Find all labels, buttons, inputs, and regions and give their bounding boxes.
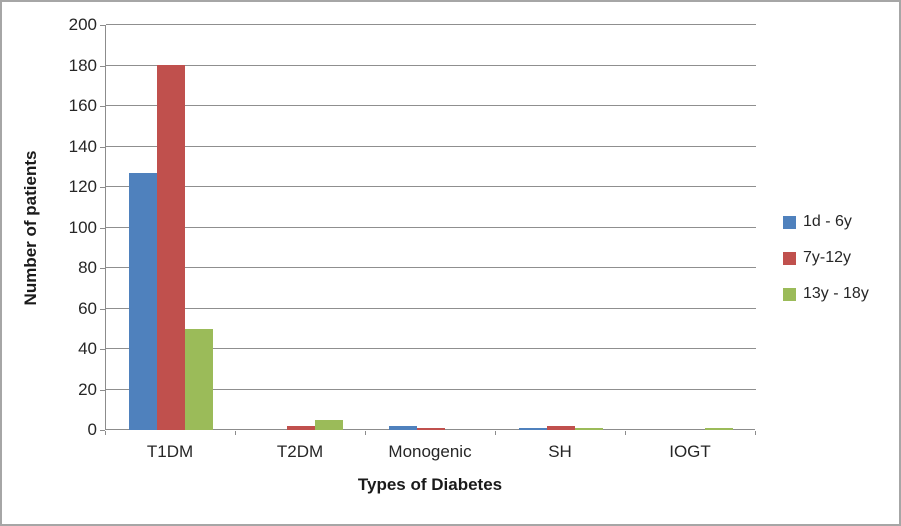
x-tick-mark [105, 431, 106, 435]
bar [547, 426, 575, 430]
x-tick-label: T2DM [276, 442, 324, 461]
bar [287, 426, 315, 430]
y-tick-mark [100, 389, 105, 391]
bar [315, 420, 343, 430]
y-tick-label: 40 [78, 339, 97, 358]
x-tick-mark [235, 431, 236, 435]
gridline [106, 307, 756, 309]
y-tick-mark [100, 227, 105, 229]
y-tick-mark [100, 187, 105, 188]
y-tick-mark [100, 430, 105, 431]
gridline [106, 267, 756, 268]
y-tick-label: 180 [68, 55, 97, 75]
bar [519, 428, 547, 430]
bar [157, 65, 185, 430]
gridline [106, 388, 756, 390]
y-tick-mark [100, 65, 105, 67]
legend-item: 13y - 18y [783, 285, 869, 303]
gridline [106, 186, 756, 187]
legend-swatch [783, 215, 796, 229]
gridline [106, 226, 756, 228]
bar [417, 428, 445, 430]
legend: 1d - 6y 7y-12y 13y - 18y [783, 213, 869, 303]
y-tick-label: 200 [68, 15, 97, 34]
plot-area [105, 24, 756, 430]
gridline [106, 24, 756, 25]
legend-label: 7y-12y [803, 249, 852, 266]
x-tick-mark [755, 431, 756, 435]
y-tick-mark [100, 106, 105, 107]
x-tick-mark [495, 431, 496, 435]
y-tick-mark [100, 308, 105, 310]
x-tick-mark [625, 431, 626, 435]
legend-item: 1d - 6y [783, 213, 869, 231]
bar [705, 428, 733, 430]
x-tick-label: T1DM [146, 442, 194, 461]
bar [129, 173, 157, 430]
bar [575, 428, 603, 430]
y-tick-mark [100, 268, 105, 269]
gridline [106, 145, 756, 147]
x-tick-mark [365, 431, 366, 435]
bar [389, 426, 417, 430]
x-tick-label: SH [548, 442, 572, 461]
legend-item: 7y-12y [783, 249, 869, 267]
legend-label: 1d - 6y [803, 213, 852, 230]
legend-label: 13y - 18y [803, 285, 869, 302]
y-tick-label: 140 [68, 136, 97, 156]
y-tick-mark [100, 25, 105, 26]
x-axis-title: Types of Diabetes [357, 475, 503, 494]
y-tick-label: 100 [68, 217, 97, 237]
y-tick-label: 160 [68, 96, 97, 115]
gridline [106, 105, 756, 106]
gridline [106, 348, 756, 349]
gridline [106, 64, 756, 66]
y-tick-mark [100, 349, 105, 350]
y-tick-mark [100, 146, 105, 148]
x-tick-label: IOGT [669, 442, 711, 461]
y-tick-label: 80 [78, 258, 97, 277]
x-tick-label: Monogenic [388, 442, 472, 461]
legend-swatch [783, 251, 796, 265]
legend-swatch [783, 287, 796, 301]
y-tick-label: 60 [78, 298, 97, 318]
bar [185, 329, 213, 430]
y-tick-label: 20 [78, 379, 97, 399]
y-tick-label: 0 [87, 420, 97, 439]
y-tick-label: 120 [68, 177, 97, 196]
